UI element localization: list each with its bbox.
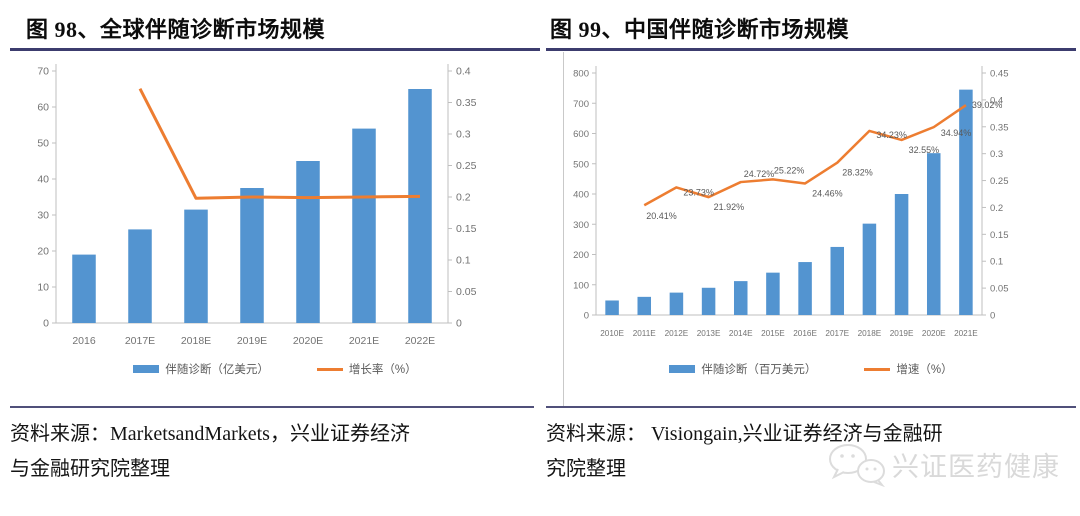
svg-text:24.46%: 24.46% [812,188,843,198]
svg-text:2020E: 2020E [293,335,323,347]
svg-text:40: 40 [37,174,49,186]
svg-text:400: 400 [573,190,589,201]
legend-label: 伴随诊断（百万美元） [701,364,817,376]
chart-legend: 伴随诊断（百万美元） 增速（%） [546,359,1076,379]
svg-text:2019E: 2019E [890,329,914,338]
bar-swatch-icon [669,365,696,373]
svg-text:24.72%: 24.72% [744,169,775,179]
title-underline [10,48,540,51]
svg-text:20.41%: 20.41% [646,211,677,221]
figure-panel-global: 图 98、全球伴随诊断市场规模 0 10 20 30 40 50 60 70 0 0.05 0.1 0… [10,6,540,379]
figure-panel-china: 图 99、中国伴随诊断市场规模 0 100 200 300 400 500 600 700 80… [546,6,1076,379]
svg-text:2014E: 2014E [729,329,753,338]
legend-item-bar-series: 伴随诊断（亿美元） [133,361,269,377]
svg-text:2013E: 2013E [697,329,721,338]
svg-text:34.23%: 34.23% [876,130,907,140]
svg-text:10: 10 [37,282,49,294]
svg-text:600: 600 [573,129,589,140]
svg-text:2015E: 2015E [761,329,785,338]
svg-text:0.25: 0.25 [990,176,1009,187]
legend-item-bar-series: 伴随诊断（百万美元） [669,361,816,377]
svg-text:0.3: 0.3 [456,129,471,141]
source-line: 究院整理 [546,458,626,480]
svg-text:0.2: 0.2 [456,192,471,204]
legend-item-line-series: 增长率（%） [316,361,417,377]
svg-text:2021E: 2021E [349,335,379,347]
svg-text:20: 20 [37,246,49,258]
svg-text:0: 0 [584,311,589,322]
svg-text:2022E: 2022E [405,335,435,347]
svg-text:0.05: 0.05 [990,284,1009,295]
panel-divider [563,52,564,408]
svg-text:2011E: 2011E [633,329,657,338]
svg-text:0.45: 0.45 [990,69,1009,80]
svg-text:0.1: 0.1 [456,255,471,267]
svg-text:60: 60 [37,102,49,114]
svg-text:50: 50 [37,138,49,150]
svg-text:0.4: 0.4 [456,66,471,78]
svg-text:25.22%: 25.22% [774,165,805,175]
source-line: 与金融研究院整理 [10,458,170,480]
svg-text:21.92%: 21.92% [714,202,745,212]
svg-text:0: 0 [456,318,462,330]
svg-text:32.55%: 32.55% [909,145,940,155]
svg-text:2019E: 2019E [237,335,267,347]
svg-text:0.05: 0.05 [456,286,477,298]
svg-text:70: 70 [37,66,49,78]
svg-text:34.94%: 34.94% [941,128,972,138]
line-swatch-icon [864,367,891,371]
figure-title-global: 图 98、全球伴随诊断市场规模 [26,17,326,42]
svg-text:2018E: 2018E [181,335,211,347]
source-note-global: 资料来源：MarketsandMarkets，兴业证券经济 与金融研究院整理 [10,406,534,487]
svg-text:0.3: 0.3 [990,149,1003,160]
svg-text:2016E: 2016E [793,329,817,338]
line-swatch-icon [316,367,343,371]
svg-text:0: 0 [43,318,49,330]
legend-item-line-series: 增速（%） [864,361,953,377]
svg-text:2021E: 2021E [954,329,978,338]
source-line: 资料来源：MarketsandMarkets，兴业证券经济 [10,423,410,445]
svg-text:2017E: 2017E [825,329,849,338]
svg-text:2012E: 2012E [665,329,689,338]
svg-text:0.35: 0.35 [456,97,477,109]
svg-text:100: 100 [573,280,589,291]
svg-text:0.1: 0.1 [990,257,1003,268]
svg-text:30: 30 [37,210,49,222]
svg-text:0.35: 0.35 [990,122,1009,133]
svg-text:0.4: 0.4 [990,95,1003,106]
title-underline [546,48,1076,51]
svg-text:39.02%: 39.02% [972,100,1003,110]
svg-text:500: 500 [573,159,589,170]
svg-text:0.15: 0.15 [990,230,1009,241]
svg-text:300: 300 [573,220,589,231]
legend-label: 伴随诊断（亿美元） [165,364,269,376]
legend-label: 增速（%） [896,364,953,376]
combo-chart-global: 0 10 20 30 40 50 60 70 0 0.05 0.1 0.15 0.2 0.25 0.3 0.3… [37,64,477,347]
svg-text:2016: 2016 [72,335,96,347]
svg-text:0.2: 0.2 [990,203,1003,214]
svg-text:28.32%: 28.32% [842,168,873,178]
svg-text:2018E: 2018E [858,329,882,338]
figure-title-china: 图 99、中国伴随诊断市场规模 [550,17,850,42]
svg-text:200: 200 [573,250,589,261]
legend-label: 增长率（%） [348,364,417,376]
chart-legend: 伴随诊断（亿美元） 增长率（%） [10,359,540,379]
svg-text:0.25: 0.25 [456,160,477,172]
source-note-china: 资料来源： Visiongain,兴业证券经济与金融研 究院整理 [546,406,1076,487]
svg-text:2020E: 2020E [922,329,946,338]
svg-text:2010E: 2010E [600,329,624,338]
bar-swatch-icon [133,365,160,373]
source-line: 资料来源： Visiongain,兴业证券经济与金融研 [546,423,943,445]
svg-text:23.73%: 23.73% [683,187,714,197]
svg-text:700: 700 [573,99,589,110]
svg-text:800: 800 [573,69,589,80]
svg-text:2017E: 2017E [125,335,155,347]
svg-text:0: 0 [990,311,995,322]
svg-text:0.15: 0.15 [456,223,477,235]
combo-chart-china: 0 100 200 300 400 500 600 700 800 0 0.05 0.1 0.15 0.2… [573,66,1009,338]
